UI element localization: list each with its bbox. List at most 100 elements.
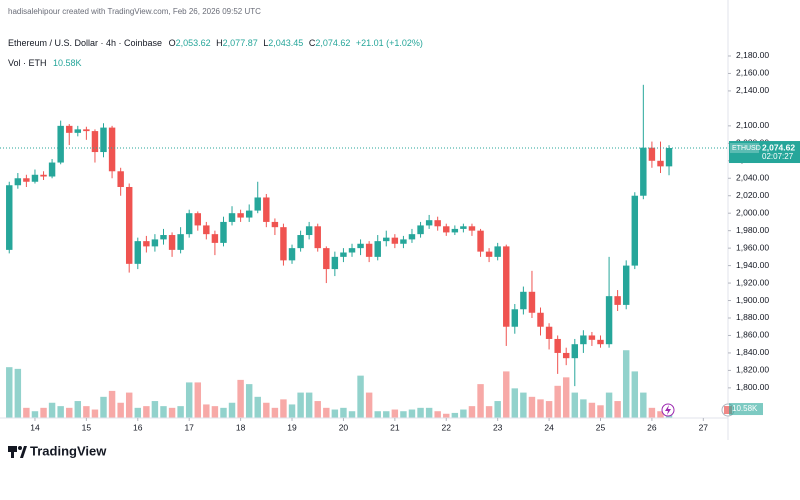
candle-body (117, 171, 124, 187)
candle-body (434, 220, 441, 227)
symbol-tag: ETHUSD (732, 145, 761, 152)
volume-bar (263, 402, 270, 418)
volume-bar (511, 388, 519, 418)
y-tick-label: 1,980.00 (736, 225, 769, 235)
volume-bar (588, 402, 596, 418)
volume-bar (408, 409, 416, 418)
y-tick-label: 1,920.00 (736, 277, 769, 287)
candle-body (657, 160, 664, 167)
y-tick-label: 2,000.00 (736, 207, 769, 217)
countdown: 02:07:27 (762, 152, 794, 161)
x-tick-label: 23 (493, 422, 503, 432)
volume-bar (648, 407, 656, 418)
last-price-label: 2,074.62 (762, 142, 795, 152)
x-tick-label: 21 (390, 422, 400, 432)
volume-bar (245, 384, 253, 418)
candle-body (194, 213, 202, 226)
candle-body (460, 226, 467, 229)
y-tick-label: 2,140.00 (736, 85, 769, 95)
ohlc-key: O (169, 38, 176, 48)
volume-bar (66, 407, 73, 418)
volume-bar (74, 401, 82, 418)
event-icon-glyph (724, 406, 732, 414)
volume-bar (348, 411, 356, 418)
y-tick-label: 1,900.00 (736, 295, 769, 305)
candle-body (100, 127, 107, 153)
x-tick-label: 18 (236, 422, 246, 432)
candle-body (631, 195, 639, 266)
volume-bar (383, 411, 390, 418)
candle-body (134, 241, 142, 264)
candle-body (203, 225, 210, 235)
candle-body (545, 326, 553, 339)
volume-bar (494, 401, 501, 418)
y-tick-label: 2,180.00 (736, 50, 769, 60)
volume-bar (468, 406, 476, 418)
y-tick-label: 1,960.00 (736, 242, 769, 252)
y-tick-label: 1,800.00 (736, 382, 769, 392)
y-tick-label: 2,040.00 (736, 173, 769, 183)
volume-bar (400, 411, 407, 418)
candle-body (348, 248, 356, 253)
plot-area (6, 84, 673, 418)
volume-bar (331, 409, 339, 418)
candle-body (297, 235, 304, 249)
volume-bar (571, 392, 579, 418)
candle-body (177, 234, 184, 250)
candle-body (554, 338, 561, 353)
x-tick-label: 14 (30, 422, 40, 432)
volume-bar (288, 404, 296, 418)
candle-body (477, 230, 484, 252)
volume-bar (228, 402, 236, 418)
volume-bar (622, 350, 630, 418)
x-tick-label: 26 (647, 422, 657, 432)
volume-bar (297, 392, 304, 418)
ohlc-value: 2,074.62 (315, 38, 350, 48)
volume-bar (631, 371, 639, 418)
candle-body (125, 186, 133, 264)
candle-body (323, 248, 330, 270)
volume-bar (477, 384, 484, 418)
candle-body (57, 125, 64, 163)
price-tag (729, 141, 800, 164)
candle-body (503, 246, 510, 327)
candle-body (357, 243, 364, 249)
candle-body (417, 225, 424, 235)
candle-body (400, 239, 407, 244)
logo-mark (11, 446, 14, 458)
candle-body (665, 148, 673, 167)
candle-body (580, 335, 587, 345)
volume-bar (597, 405, 604, 418)
volume-bar (117, 402, 124, 418)
y-tick-label: 1,940.00 (736, 260, 769, 270)
y-tick-label: 2,100.00 (736, 120, 769, 130)
candle-body (614, 296, 621, 305)
candle-body (91, 131, 99, 153)
volume-bar (425, 407, 433, 418)
candle-body (520, 291, 527, 310)
candle-body (374, 241, 381, 257)
volume-bar (6, 367, 13, 418)
event-icon-glyph (665, 405, 671, 415)
ohlc-value: 2,053.62 (176, 38, 211, 48)
logo-mark (18, 446, 22, 450)
y-tick-label: 1,820.00 (736, 365, 769, 375)
x-tick-label: 27 (699, 422, 709, 432)
volume-bar (108, 390, 116, 418)
volume-bar (194, 382, 202, 418)
candle-body (605, 296, 613, 345)
candle-body (391, 237, 399, 244)
y-tick-label: 2,020.00 (736, 190, 769, 200)
candle-body (143, 241, 150, 247)
candle-body (443, 226, 450, 233)
volume-bar (451, 412, 459, 418)
volume-bar (151, 401, 159, 418)
volume-bar (237, 379, 244, 418)
candle-body (228, 213, 236, 222)
volume-tag-label: 10.58K (732, 404, 758, 413)
candle-body (425, 220, 433, 226)
logo: TradingView (8, 443, 107, 458)
volume-bar (580, 399, 587, 418)
